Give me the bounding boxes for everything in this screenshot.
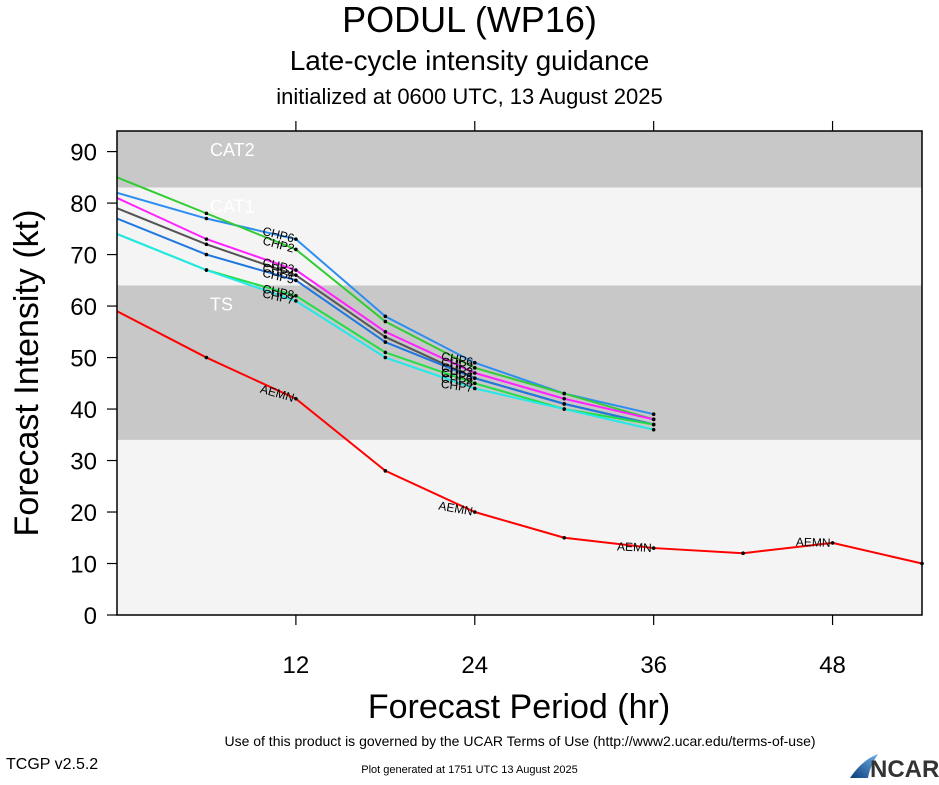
data-point-chp4	[204, 242, 209, 247]
data-point-chp6	[651, 412, 656, 416]
data-point-chp2	[294, 247, 298, 252]
data-point-chp8	[294, 293, 298, 298]
generated-time: Plot generated at 1751 UTC 13 August 202…	[361, 764, 578, 776]
version-label: TCGP v2.5.2	[6, 756, 99, 773]
data-point-chp3	[204, 237, 209, 241]
band-cat2	[117, 131, 922, 188]
y-tick-label: 30	[70, 449, 97, 476]
data-point-chp3	[651, 417, 656, 422]
band-label-cat1: CAT1	[210, 197, 255, 217]
band-cat1	[117, 187, 922, 286]
series-label-chp8: CHP8	[440, 371, 474, 390]
plot-frame	[116, 130, 923, 616]
y-tick-label: 20	[70, 500, 97, 527]
data-point-aemn	[383, 469, 388, 473]
y-axis-title: Forecast Intensity (kt)	[8, 210, 46, 537]
x-tick-label: 48	[819, 652, 846, 679]
band-ts	[117, 285, 922, 440]
x-tick-label: 36	[640, 652, 667, 679]
data-point-chp5	[383, 340, 388, 344]
series-lines	[116, 176, 924, 566]
data-point-chp5	[204, 252, 209, 257]
y-tick-label: 70	[70, 243, 97, 270]
data-point-aemn	[741, 551, 745, 556]
series-line-aemn	[116, 310, 923, 565]
data-point-chp8	[383, 350, 388, 355]
data-point-chp5	[472, 376, 477, 380]
chart-title: PODUL (WP16)	[342, 0, 597, 40]
series-label-aemn: AEMN	[437, 499, 474, 519]
data-point-chp7	[562, 407, 567, 411]
y-tick-label: 50	[70, 346, 97, 373]
series-label-chp3: CHP3	[440, 360, 474, 380]
data-point-chp6	[383, 314, 388, 319]
series-label-chp8: CHP8	[261, 282, 296, 303]
data-point-chp2	[204, 211, 209, 216]
data-point-chp3	[562, 396, 567, 401]
data-point-chp8	[651, 422, 656, 427]
ncar-logo-icon: NCAR	[850, 754, 939, 783]
series-label-chp7: CHP7	[440, 377, 474, 395]
data-point-chp5	[294, 278, 298, 283]
band-td	[117, 439, 922, 615]
chart-subtitle: Late-cycle intensity guidance	[289, 45, 650, 76]
data-point-chp7	[383, 355, 388, 360]
axis-ticks: 0 10 20 30 40 50 60 70 80 90 12 24 36 48	[70, 121, 846, 679]
series-label-chp5: CHP5	[440, 366, 474, 385]
data-point-aemn	[562, 535, 567, 540]
initialization-time: initialized at 0600 UTC, 13 August 2025	[276, 84, 663, 109]
series-label-aemn: AEMN	[796, 535, 831, 550]
series-label-chp6: CHP6	[440, 349, 475, 369]
data-point-aemn	[472, 510, 477, 514]
band-label-ts: TS	[210, 294, 233, 314]
data-point-chp8	[472, 381, 477, 386]
data-point-chp2	[562, 391, 567, 396]
data-point-chp7	[294, 299, 298, 303]
data-point-chp7	[472, 386, 477, 391]
data-point-chp3	[472, 371, 477, 375]
data-point-chp2	[383, 319, 388, 324]
data-point-chp3	[294, 268, 298, 272]
x-tick-label: 12	[283, 652, 310, 679]
data-point-chp4	[294, 273, 298, 277]
data-point-chp7	[651, 427, 656, 432]
y-tick-label: 90	[70, 140, 97, 167]
y-tick-label: 60	[70, 294, 97, 321]
x-tick-label: 24	[461, 652, 488, 679]
data-point-chp3	[383, 330, 388, 334]
data-point-chp6	[472, 360, 477, 365]
band-label-cat2: CAT2	[210, 140, 255, 160]
intensity-bands: CAT2 CAT1 TS	[117, 131, 922, 615]
y-tick-label: 40	[70, 397, 97, 424]
x-axis-title: Forecast Period (hr)	[368, 688, 670, 726]
data-point-aemn	[830, 541, 835, 545]
data-point-aemn	[294, 396, 298, 401]
data-point-chp4	[383, 335, 388, 339]
data-point-aemn	[204, 355, 209, 360]
ncar-logo: NCAR	[848, 752, 939, 783]
data-point-chp2	[472, 366, 477, 370]
series-label-chp2: CHP2	[440, 354, 474, 374]
data-point-aemn	[651, 546, 656, 550]
y-tick-label: 80	[70, 191, 97, 218]
data-point-chp5	[562, 402, 567, 406]
series-label-aemn: AEMN	[617, 539, 652, 554]
y-tick-label: 0	[84, 603, 97, 630]
data-point-chp7	[204, 268, 209, 272]
data-point-chp6	[294, 237, 298, 241]
y-tick-label: 10	[70, 552, 97, 579]
series-label-chp4: CHP4	[440, 365, 474, 385]
data-point-chp6	[204, 216, 209, 221]
ncar-logo-text: NCAR	[870, 756, 939, 780]
terms-of-use: Use of this product is governed by the U…	[224, 733, 816, 749]
